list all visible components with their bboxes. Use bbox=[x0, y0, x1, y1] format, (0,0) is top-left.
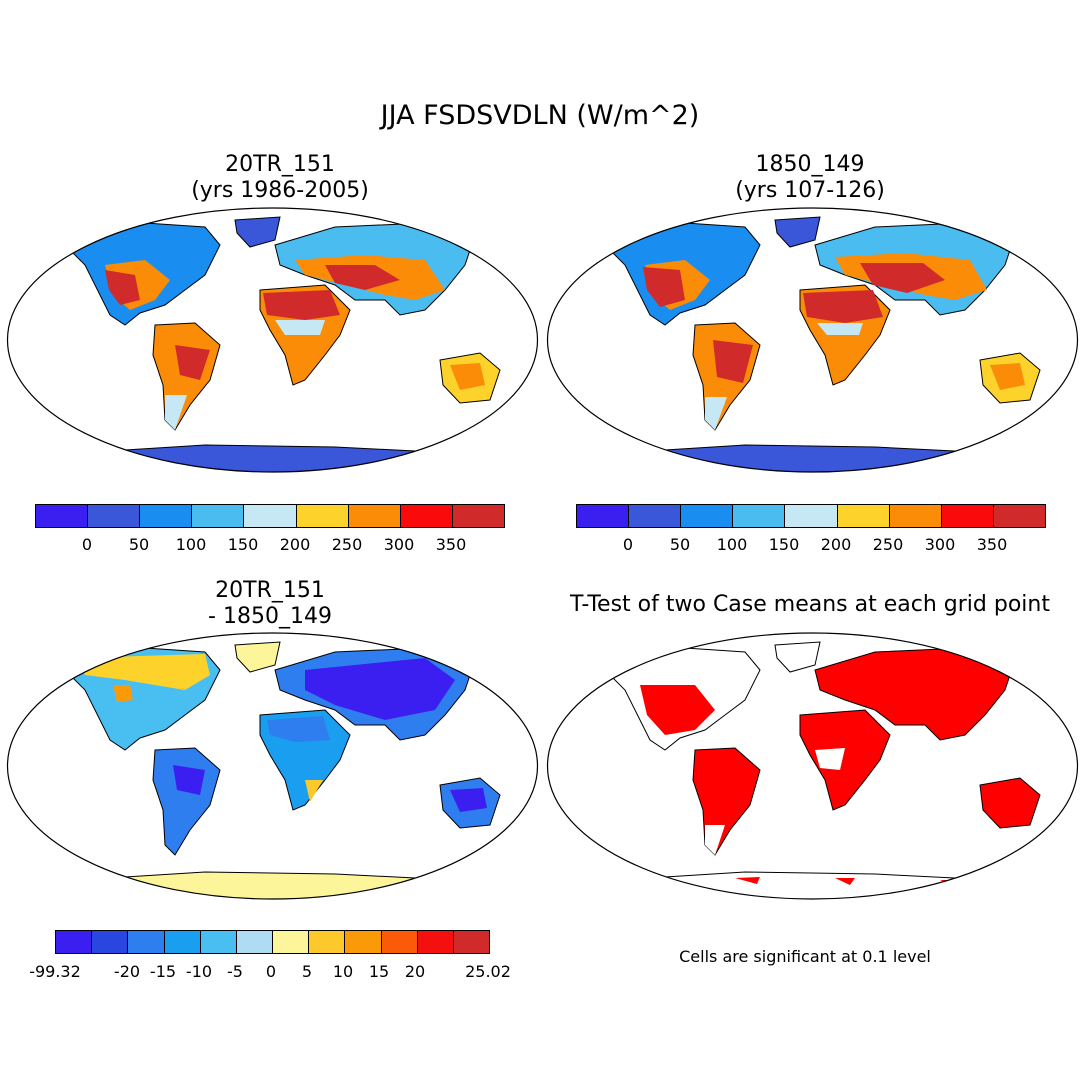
colorbar-tick-label: 300 bbox=[383, 535, 415, 554]
panel-title-bottom-left-line2: - 1850_149 bbox=[208, 604, 332, 629]
panel-title-top-right-line1: 1850_149 bbox=[755, 152, 865, 177]
colorbar-swatch bbox=[453, 931, 490, 953]
colorbar-bottom-left-labels: -99.32 -20 -15 -10 -5 0 5 10 15 20 25.02 bbox=[29, 962, 511, 982]
panel-title-bottom-left: 20TR_151 - 1850_149 bbox=[120, 578, 420, 630]
colorbar-swatch bbox=[88, 505, 141, 527]
colorbar-swatch bbox=[577, 505, 630, 527]
colorbar-tick-label: 300 bbox=[924, 535, 956, 554]
panel-title-bottom-right: T-Test of two Case means at each grid po… bbox=[570, 592, 1050, 617]
colorbar-swatch bbox=[92, 931, 129, 953]
map-t-test bbox=[546, 632, 1079, 900]
colorbar-tick-label: 5 bbox=[301, 962, 313, 981]
significance-note: Cells are significant at 0.1 level bbox=[679, 947, 931, 966]
colorbar-tick-label: 0 bbox=[81, 535, 93, 554]
colorbar-swatch bbox=[345, 931, 382, 953]
colorbar-tick-label: 250 bbox=[872, 535, 904, 554]
colorbar-swatch bbox=[400, 505, 453, 527]
colorbar-swatch bbox=[348, 505, 401, 527]
colorbar-top-left bbox=[35, 504, 505, 528]
colorbar-top-left-labels: 0 50 100 150 200 250 300 350 bbox=[35, 535, 505, 555]
colorbar-tick-label: 200 bbox=[820, 535, 852, 554]
panel-title-top-left: 20TR_151 (yrs 1986-2005) bbox=[130, 152, 430, 204]
colorbar-tick-label: -15 bbox=[149, 962, 177, 981]
colorbar-swatch bbox=[140, 505, 193, 527]
colorbar-tick-label: 0 bbox=[622, 535, 634, 554]
map-difference bbox=[6, 632, 539, 900]
colorbar-swatch bbox=[36, 505, 89, 527]
panel-title-bottom-left-line1: 20TR_151 bbox=[215, 578, 325, 603]
colorbar-swatch bbox=[244, 505, 297, 527]
colorbar-swatch bbox=[837, 505, 890, 527]
colorbar-swatch bbox=[200, 931, 237, 953]
colorbar-bottom-left bbox=[55, 930, 490, 954]
colorbar-tick-label: 150 bbox=[768, 535, 800, 554]
colorbar-swatch bbox=[56, 931, 93, 953]
colorbar-tick-label: 25.02 bbox=[465, 962, 511, 981]
colorbar-top-right bbox=[576, 504, 1046, 528]
colorbar-swatch bbox=[164, 931, 201, 953]
colorbar-tick-label: 20 bbox=[404, 962, 426, 981]
panel-title-top-right-line2: (yrs 107-126) bbox=[735, 178, 885, 203]
colorbar-tick-label: 150 bbox=[227, 535, 259, 554]
colorbar-tick-label: 15 bbox=[368, 962, 390, 981]
colorbar-swatch bbox=[128, 931, 165, 953]
colorbar-swatch bbox=[733, 505, 786, 527]
panel-title-top-left-line1: 20TR_151 bbox=[225, 152, 335, 177]
map-1850-149 bbox=[546, 207, 1079, 473]
colorbar-tick-label: 100 bbox=[716, 535, 748, 554]
colorbar-swatch bbox=[993, 505, 1045, 527]
colorbar-swatch bbox=[192, 505, 245, 527]
colorbar-swatch bbox=[273, 931, 310, 953]
colorbar-tick-label: 0 bbox=[265, 962, 277, 981]
colorbar-swatch bbox=[381, 931, 418, 953]
colorbar-swatch bbox=[941, 505, 994, 527]
colorbar-tick-label: -5 bbox=[227, 962, 243, 981]
colorbar-tick-label: -20 bbox=[113, 962, 141, 981]
colorbar-swatch bbox=[417, 931, 454, 953]
map-20tr-151 bbox=[6, 207, 539, 473]
colorbar-tick-label: 350 bbox=[976, 535, 1008, 554]
colorbar-tick-label: -10 bbox=[185, 962, 213, 981]
colorbar-swatch bbox=[629, 505, 682, 527]
colorbar-tick-label: 50 bbox=[669, 535, 691, 554]
colorbar-tick-label: 350 bbox=[435, 535, 467, 554]
colorbar-swatch bbox=[296, 505, 349, 527]
colorbar-tick-label: 100 bbox=[175, 535, 207, 554]
colorbar-tick-label: 250 bbox=[331, 535, 363, 554]
colorbar-tick-label: -99.32 bbox=[29, 962, 81, 981]
colorbar-tick-label: 50 bbox=[128, 535, 150, 554]
panel-title-top-left-line2: (yrs 1986-2005) bbox=[191, 178, 369, 203]
colorbar-swatch bbox=[236, 931, 274, 953]
colorbar-swatch bbox=[889, 505, 942, 527]
colorbar-tick-label: 200 bbox=[279, 535, 311, 554]
colorbar-swatch bbox=[785, 505, 838, 527]
colorbar-top-right-labels: 0 50 100 150 200 250 300 350 bbox=[576, 535, 1046, 555]
colorbar-swatch bbox=[681, 505, 734, 527]
colorbar-swatch bbox=[309, 931, 346, 953]
colorbar-tick-label: 10 bbox=[332, 962, 354, 981]
colorbar-swatch bbox=[452, 505, 504, 527]
main-title: JJA FSDSVDLN (W/m^2) bbox=[380, 100, 700, 131]
panel-title-top-right: 1850_149 (yrs 107-126) bbox=[660, 152, 960, 204]
